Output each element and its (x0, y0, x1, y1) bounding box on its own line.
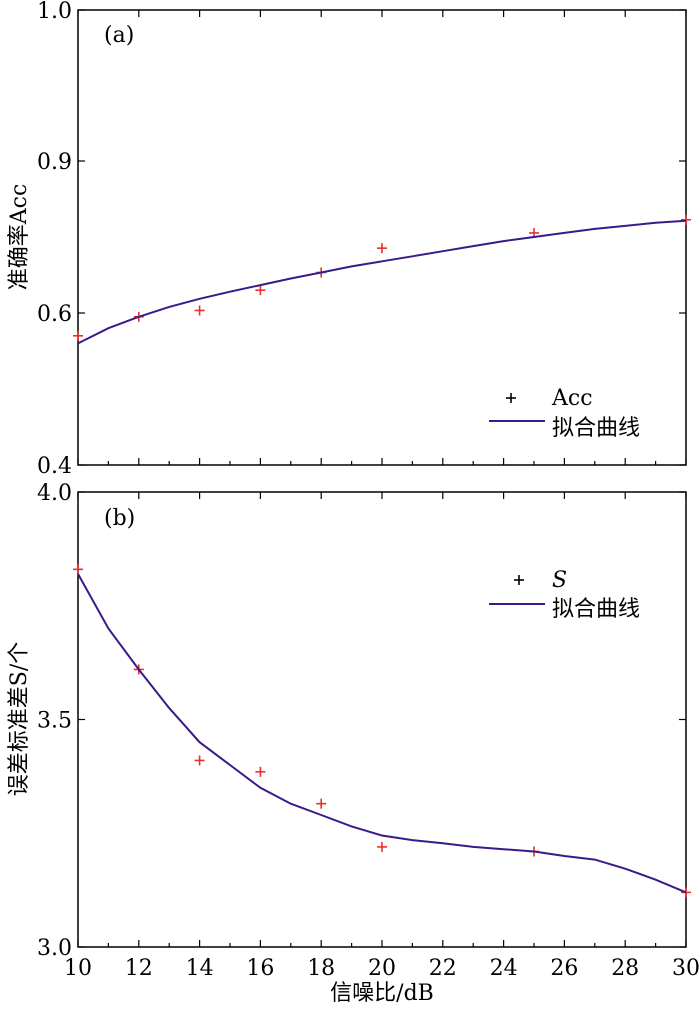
data-point-marker (73, 564, 83, 575)
data-point-marker (377, 243, 387, 254)
y-tick-label: 3.0 (37, 936, 72, 961)
y-axis-label: 误差标准差S/个 (7, 642, 32, 796)
panel-label: (b) (104, 506, 135, 531)
plot-frame (77, 9, 687, 466)
plot-frame (77, 491, 687, 948)
x-tick-label: 12 (125, 956, 153, 981)
data-point-marker (194, 305, 205, 316)
legend: S 拟合曲线 (489, 568, 640, 622)
legend-marker-icon (514, 575, 524, 585)
y-tick-label: 3.5 (37, 709, 72, 734)
legend-label: S (552, 568, 567, 593)
x-tick-label: 16 (246, 956, 274, 981)
x-tick-label: 18 (307, 956, 335, 981)
legend-label: 拟合曲线 (552, 597, 640, 622)
legend-label: 拟合曲线 (552, 416, 640, 441)
y-tick-label: 4.0 (37, 481, 72, 506)
x-tick-label: 10 (64, 956, 92, 981)
y-axis-label: 准确率Acc (7, 184, 32, 291)
data-point-marker (316, 798, 327, 809)
panel-label: (a) (104, 23, 134, 48)
x-axis-label: 信噪比/dB (330, 981, 434, 1006)
data-point-marker (255, 285, 266, 296)
data-point-marker (255, 766, 266, 777)
series-line-fit (77, 219, 687, 345)
y-tick-label: 0.4 (37, 454, 72, 479)
x-tick-label: 30 (672, 956, 700, 981)
y-tick-label: 0.9 (37, 150, 72, 175)
x-tick-label: 20 (368, 956, 396, 981)
x-tick-label: 14 (186, 956, 214, 981)
chart-panel-b: 10 12 14 16 18 20 22 24 26 28 30 信噪比/dB 3.0 3.5 4.0 误差标… (7, 481, 700, 1006)
x-tick-label: 28 (611, 956, 639, 981)
legend-label: Acc (551, 386, 593, 411)
data-point-marker (194, 755, 205, 766)
data-point-marker (377, 841, 387, 852)
data-point-marker (681, 214, 691, 225)
legend-marker-icon (506, 393, 516, 403)
y-tick-label: 1.0 (37, 0, 72, 24)
legend: Acc 拟合曲线 (489, 386, 640, 441)
chart-panel-a: 0.4 0.6 0.9 1.0 准确率Acc (a) Acc 拟合曲线 (7, 0, 691, 479)
x-tick-label: 24 (490, 956, 518, 981)
data-point-marker (73, 330, 83, 341)
y-tick-label: 0.6 (37, 302, 72, 327)
series-line-fit (77, 573, 687, 894)
x-tick-label: 22 (429, 956, 457, 981)
x-tick-label: 26 (550, 956, 578, 981)
